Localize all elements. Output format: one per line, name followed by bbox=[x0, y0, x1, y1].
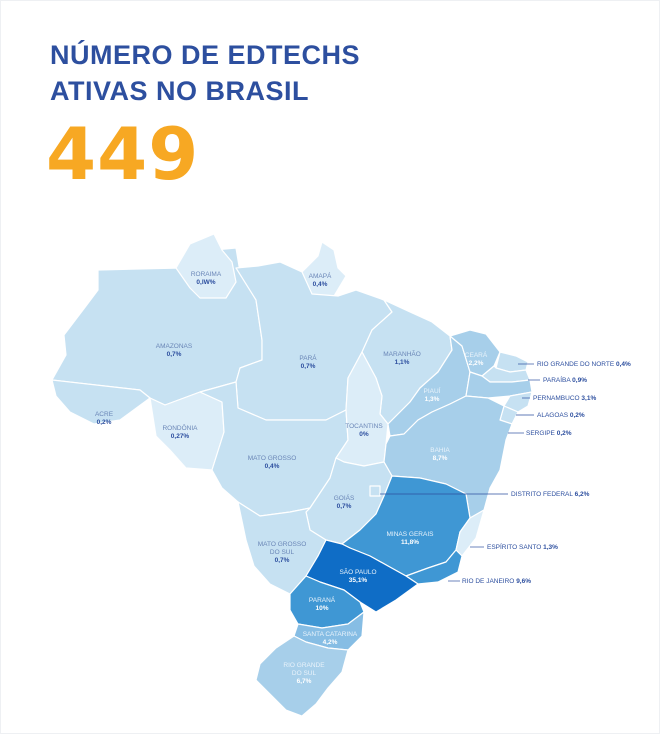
label-parana-value: 10% bbox=[315, 605, 328, 612]
label-mato-grosso-value: 0,4% bbox=[265, 463, 280, 470]
title-line-1: NÚMERO DE EDTECHS bbox=[50, 40, 361, 70]
label-minas-gerais-value: 11,8% bbox=[401, 539, 419, 546]
label-tocantins-value: 0% bbox=[359, 431, 369, 438]
ext-alagoas: ALAGOAS 0,2% bbox=[537, 412, 585, 419]
ext-espirito-santo: ESPÍRITO SANTO 1,3% bbox=[487, 542, 558, 551]
label-maranhao-name: MARANHÃO bbox=[383, 349, 421, 358]
label-minas-gerais-name: MINAS GERAIS bbox=[387, 531, 435, 538]
state-acre bbox=[51, 379, 151, 425]
label-piaui-value: 1,3% bbox=[425, 396, 440, 403]
ext-distrito-federal: DISTRITO FEDERAL 6,2% bbox=[511, 491, 590, 498]
label-maranhao-value: 1,1% bbox=[395, 359, 410, 366]
label-ceara-value: 2,2% bbox=[469, 360, 484, 367]
label-sao-paulo-value: 35,1% bbox=[349, 577, 368, 584]
label-piaui-name: PIAUÍ bbox=[424, 386, 441, 395]
label-roraima-name: RORAIMA bbox=[191, 271, 222, 278]
label-goias-name: GOIÁS bbox=[334, 493, 355, 502]
state-roraima bbox=[175, 233, 237, 299]
label-rondonia-name: RONDÔNIA bbox=[162, 423, 198, 432]
label-ceara-name: CEARÁ bbox=[465, 350, 488, 359]
label-goias-value: 0,7% bbox=[337, 503, 352, 510]
label-para-value: 0,7% bbox=[301, 363, 316, 370]
external-labels: RIO GRANDE DO NORTE 0,4% PARAÍBA 0,9% PE… bbox=[462, 361, 631, 585]
label-bahia-name: BAHIA bbox=[430, 447, 450, 454]
label-parana-name: PARANÁ bbox=[309, 595, 336, 604]
ext-rio-de-janeiro: RIO DE JANEIRO 9,6% bbox=[462, 578, 531, 585]
label-para-name: PARÁ bbox=[299, 353, 317, 362]
ext-pernambuco: PERNAMBUCO 3,1% bbox=[533, 395, 596, 402]
ext-paraiba: PARAÍBA 0,9% bbox=[543, 375, 587, 384]
label-amazonas-name: AMAZONAS bbox=[156, 343, 193, 350]
label-mato-grosso-do-sul-value: 0,7% bbox=[275, 557, 290, 564]
label-tocantins-name: TOCANTINS bbox=[345, 423, 383, 430]
label-amazonas-value: 0,7% bbox=[167, 351, 182, 358]
label-mato-grosso-do-sul-name2: DO SUL bbox=[270, 549, 295, 556]
label-roraima-value: 0,IW% bbox=[196, 279, 215, 286]
label-rio-grande-do-sul-value: 6,7% bbox=[297, 678, 312, 685]
total-edtechs-count: 449 bbox=[46, 112, 200, 196]
label-sao-paulo-name: SÃO PAULO bbox=[339, 567, 376, 576]
state-rio-de-janeiro bbox=[405, 549, 463, 585]
label-bahia-value: 8,7% bbox=[433, 455, 448, 462]
label-santa-catarina-name: SANTA CATARINA bbox=[303, 631, 358, 638]
state-labels: RORAIMA 0,IW% AMAPÁ 0,4% AMAZONAS 0,7% P… bbox=[95, 271, 488, 685]
title-line-2: ATIVAS NO BRASIL bbox=[50, 76, 310, 106]
label-acre-name: ACRE bbox=[95, 411, 114, 418]
label-rio-grande-do-sul-name2: DO SUL bbox=[292, 670, 317, 677]
leader-lines bbox=[380, 363, 540, 582]
state-shapes bbox=[51, 233, 533, 717]
label-rio-grande-do-sul-name: RIO GRANDE bbox=[283, 662, 325, 669]
label-rondonia-value: 0,27% bbox=[171, 433, 190, 440]
state-distrito-federal bbox=[369, 485, 381, 497]
state-rio-grande-do-sul bbox=[255, 635, 349, 717]
label-mato-grosso-name: MATO GROSSO bbox=[248, 455, 297, 462]
label-mato-grosso-do-sul-name: MATO GROSSO bbox=[258, 541, 307, 548]
ext-rio-grande-do-norte: RIO GRANDE DO NORTE 0,4% bbox=[537, 361, 631, 368]
label-amapa-name: AMAPÁ bbox=[309, 271, 332, 280]
ext-sergipe: SERGIPE 0,2% bbox=[526, 430, 572, 437]
label-santa-catarina-value: 4,2% bbox=[323, 639, 338, 646]
label-acre-value: 0,2% bbox=[97, 419, 112, 426]
state-alagoas bbox=[503, 391, 533, 413]
label-amapa-value: 0,4% bbox=[313, 281, 328, 288]
